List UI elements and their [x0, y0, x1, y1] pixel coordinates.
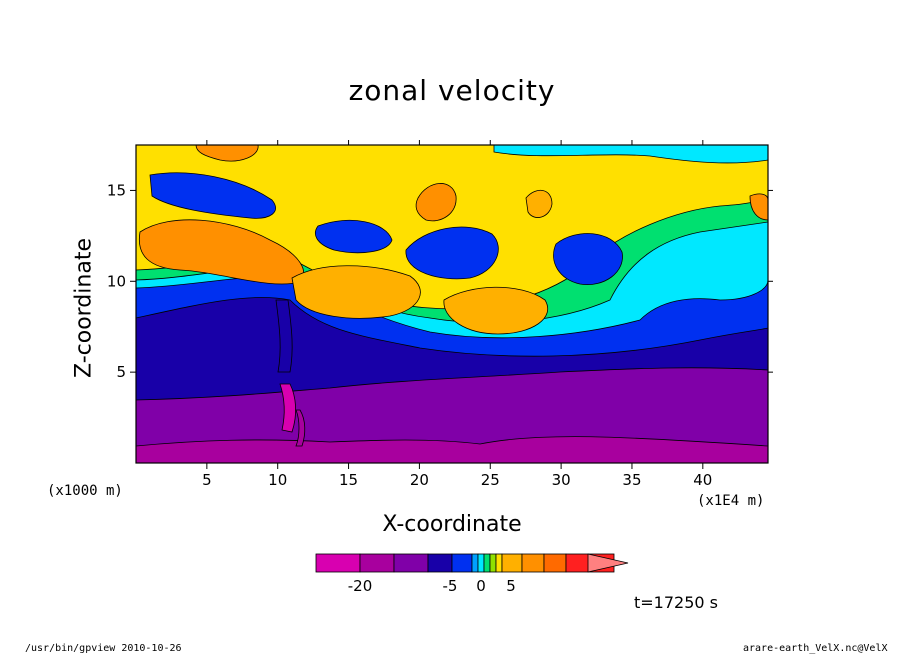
footer-left: /usr/bin/gpview 2010-10-26: [25, 643, 182, 654]
chart-title: zonal velocity: [348, 74, 556, 107]
blob-orange-top-left: [195, 145, 259, 162]
colorbar-tick-label: -20: [348, 577, 373, 595]
x-unit-left: (x1000 m): [47, 483, 123, 499]
y-axis-ticks: 5 10 15: [107, 181, 773, 381]
x-tick-label: 5: [202, 471, 212, 489]
blob-blue-upper-left: [149, 172, 276, 219]
y-tick-label: 15: [107, 181, 126, 199]
colorbar-ticks: -20 -5 0 5: [348, 577, 516, 595]
blob-orange-center: [291, 265, 421, 319]
colorbar-segment: [477, 553, 485, 573]
blob-blue-center: [405, 226, 499, 280]
blob-orange-top-mid: [415, 183, 457, 222]
colorbar-arrow: [587, 553, 629, 573]
x-tick-label: 20: [410, 471, 429, 489]
colorbar-tick-label: 5: [506, 577, 516, 595]
colorbar-segment: [359, 553, 395, 573]
colorbar-segment: [451, 553, 473, 573]
colorbar-tick-label: -5: [443, 577, 458, 595]
x-unit-right: (x1E4 m): [697, 493, 765, 509]
colorbar: [315, 553, 629, 573]
x-tick-label: 30: [552, 471, 571, 489]
y-tick-label: 5: [116, 363, 126, 381]
colorbar-segment: [501, 553, 523, 573]
plot-frame: [135, 144, 769, 464]
blob-orange-edge-right: [749, 193, 768, 221]
x-tick-label: 35: [622, 471, 641, 489]
colorbar-segment: [483, 553, 491, 573]
wave-column: [275, 299, 293, 373]
time-label: t=17250 s: [634, 593, 718, 612]
footer-right: arare-earth_VelX.nc@VelX: [743, 643, 888, 654]
x-tick-label: 40: [693, 471, 712, 489]
blob-cyan-upper: [493, 145, 768, 164]
colorbar-segment: [489, 553, 497, 573]
colorbar-segment: [521, 553, 545, 573]
wave-magenta-2: [295, 409, 306, 447]
contour-field: [136, 145, 768, 463]
colorbar-segment: [543, 553, 567, 573]
colorbar-segment: [315, 553, 361, 573]
colorbar-segment: [393, 553, 429, 573]
x-axis-ticks: 5 10 15 20 25 30 35 40: [202, 140, 712, 489]
x-tick-label: 10: [268, 471, 287, 489]
x-tick-label: 25: [481, 471, 500, 489]
blob-blue-upper-center: [315, 219, 393, 254]
colorbar-segment: [471, 553, 479, 573]
colorbar-tick-label: 0: [476, 577, 486, 595]
blob-orange-right: [443, 286, 548, 335]
x-tick-label: 15: [339, 471, 358, 489]
colorbar-segment: [427, 553, 453, 573]
blob-orange-top-right: [525, 190, 553, 218]
band-magenta-low: [136, 436, 768, 463]
wave-magenta: [279, 383, 296, 433]
y-tick-label: 10: [107, 272, 126, 290]
colorbar-segment: [495, 553, 503, 573]
blob-blue-right: [553, 233, 623, 286]
x-axis-label: X-coordinate: [382, 512, 522, 537]
